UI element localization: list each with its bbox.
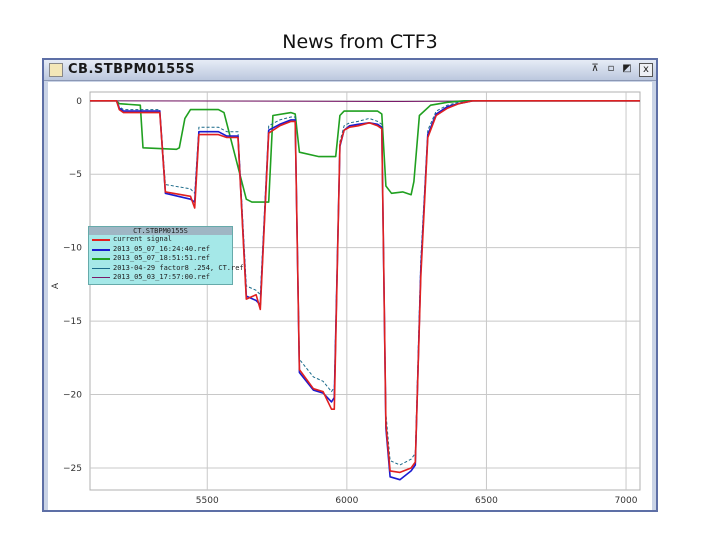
- app-icon: [49, 63, 63, 77]
- x-tick-label: 6000: [335, 496, 358, 506]
- close-icon[interactable]: x: [639, 63, 653, 77]
- legend-swatch: [92, 267, 110, 269]
- maximize-icon[interactable]: ◩: [622, 63, 632, 74]
- legend-swatch: [92, 239, 110, 241]
- series-line: [90, 100, 640, 203]
- x-tick-label: 5500: [196, 496, 219, 506]
- y-axis-label: A: [51, 282, 61, 289]
- legend-swatch: [92, 248, 110, 251]
- plot-area: [48, 82, 652, 510]
- slide-title: News from CTF3: [282, 31, 438, 53]
- window-titlebar[interactable]: CB.STBPM0155S ⊼ ▫ ◩ x: [44, 60, 656, 81]
- series-line: [90, 100, 640, 481]
- chart-legend[interactable]: CT.STBPM0155S current signal 2013_05_07_…: [88, 226, 244, 285]
- y-tick-label: −5: [69, 170, 82, 180]
- legend-swatch: [92, 277, 110, 278]
- legend-swatch: [92, 258, 110, 260]
- legend-label: 2013-04-29 factor8 .254, CT.ref: [113, 263, 244, 272]
- legend-label: 2013_05_07_16:24:40.ref: [113, 244, 210, 253]
- x-tick-label: 7000: [615, 496, 638, 506]
- y-tick-label: 0: [76, 97, 82, 107]
- y-tick-label: −15: [63, 317, 82, 327]
- pin-icon[interactable]: ⊼: [591, 63, 599, 74]
- x-tick-label: 6500: [475, 496, 498, 506]
- legend-label: 2013_05_07_18:51:51.ref: [113, 254, 210, 262]
- y-tick-label: −20: [63, 391, 82, 401]
- plot-frame: [89, 91, 641, 491]
- legend-entry[interactable]: 2013_05_07_16:24:40.ref: [89, 245, 232, 255]
- legend-title: CT.STBPM0155S: [89, 227, 232, 235]
- legend-entry[interactable]: 2013_05_07_18:51:51.ref: [89, 254, 232, 264]
- legend-label: 2013_05_03_17:57:00.ref: [113, 273, 210, 281]
- y-tick-label: −25: [63, 464, 82, 474]
- minimize-icon[interactable]: ▫: [607, 63, 615, 74]
- y-tick-label: −10: [63, 244, 82, 254]
- plot-window: CB.STBPM0155S ⊼ ▫ ◩ x: [42, 58, 658, 512]
- window-title: CB.STBPM0155S: [68, 62, 196, 77]
- legend-entry[interactable]: 2013_05_03_17:57:00.ref: [89, 273, 232, 283]
- legend-entry[interactable]: current signal: [89, 235, 232, 245]
- legend-label: current signal: [113, 235, 173, 243]
- legend-entry[interactable]: 2013-04-29 factor8 .254, CT.ref: [89, 264, 244, 274]
- series-line: [90, 100, 640, 474]
